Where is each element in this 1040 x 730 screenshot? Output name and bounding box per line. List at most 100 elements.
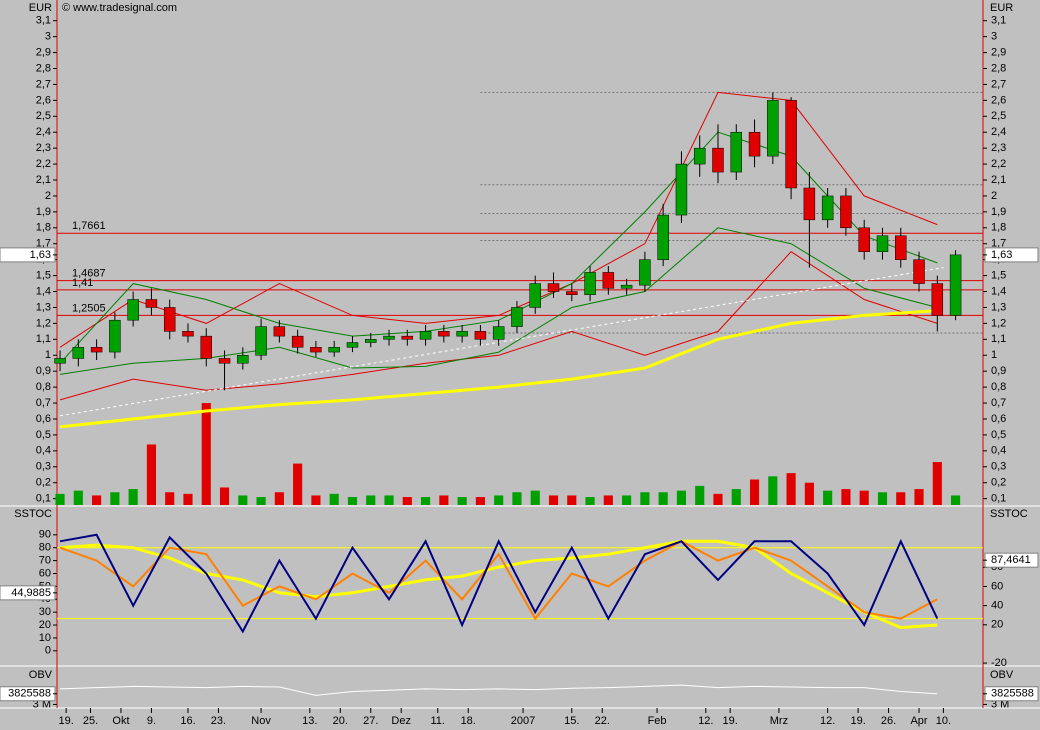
volume-bar (201, 403, 211, 505)
axis-label: EUR (990, 2, 1013, 14)
candle-body (620, 284, 633, 289)
volume-bar (603, 495, 613, 505)
y-tick-label: 0,5 (991, 429, 1006, 441)
y-tick-label: 80 (39, 542, 51, 554)
y-tick-label: 2,2 (991, 158, 1006, 170)
y-tick-label: 60 (39, 567, 51, 579)
volume-bar (823, 490, 833, 505)
volume-bar (293, 463, 303, 505)
y-tick-label: 1,9 (36, 206, 51, 218)
candle-body (876, 235, 889, 252)
x-tick-label: 19. (58, 715, 73, 727)
y-tick-label: 1,3 (991, 301, 1006, 313)
y-tick-label: 1,7 (36, 238, 51, 250)
volume-bar (384, 495, 394, 505)
volume-bar (877, 492, 888, 505)
y-tick-label: 0,8 (991, 381, 1006, 393)
y-tick-label: -20 (991, 657, 1007, 669)
y-tick-label: 3 M (33, 698, 51, 710)
panel-label: SSTOC (14, 508, 52, 520)
x-tick-label: 9. (147, 715, 156, 727)
volume-bar (640, 492, 650, 505)
y-tick-label: 0,2 (36, 477, 51, 489)
y-tick-label: 3 M (991, 698, 1009, 710)
level-label: 1,41 (72, 277, 93, 289)
x-tick-label: 11. (431, 715, 445, 727)
y-tick-label: 0,3 (991, 461, 1006, 473)
y-tick-label: 2,1 (36, 174, 51, 186)
x-tick-label: 19. (723, 715, 738, 727)
candle-body (346, 342, 359, 348)
candle-body (730, 131, 743, 173)
y-tick-label: 2,9 (36, 46, 51, 58)
y-tick-label: 1,1 (991, 333, 1006, 345)
y-tick-label: 1,8 (36, 222, 51, 234)
x-tick-label: Apr (910, 715, 927, 727)
candle-body (602, 272, 615, 289)
y-tick-label: 2,8 (991, 62, 1006, 74)
level-label: 1,4687 (72, 267, 106, 279)
y-tick-label: 70 (39, 555, 51, 567)
candle-body (639, 259, 651, 286)
y-tick-label: 2,3 (36, 142, 51, 154)
candle-body (383, 335, 395, 340)
candle-body (54, 358, 66, 364)
level-label: 1,2505 (72, 302, 106, 314)
y-tick-label: 1,7 (991, 238, 1006, 250)
volume-bar (128, 489, 138, 505)
candle-body (767, 100, 779, 157)
volume-bar (329, 493, 339, 505)
y-tick-label: 0,5 (36, 429, 51, 441)
y-tick-label: 10 (39, 632, 51, 644)
y-tick-label: 2,2 (36, 158, 51, 170)
y-tick-label: 0,3 (36, 461, 51, 473)
x-tick-label: 13. (302, 715, 317, 727)
candle-body (566, 291, 578, 295)
candle-body (273, 326, 286, 337)
candle-body (693, 147, 706, 165)
volume-bar (219, 487, 230, 505)
volume-bar (695, 485, 705, 505)
y-tick-label: 1 (45, 349, 51, 361)
y-tick-label: 1,4 (991, 285, 1006, 297)
volume-bar (859, 490, 869, 505)
y-tick-label: 1,5 (36, 270, 51, 282)
candle-body (328, 347, 340, 353)
y-tick-label: 40 (991, 600, 1003, 612)
volume-bar (55, 493, 65, 505)
volume-bar (110, 492, 120, 505)
y-tick-label: 0,7 (991, 397, 1006, 409)
value-marker: 1,63 (991, 249, 1012, 261)
y-tick-label: 2,9 (991, 46, 1006, 58)
y-tick-label: 1,9 (991, 206, 1006, 218)
y-tick-label: 20 (991, 619, 1003, 631)
y-tick-label: 1,2 (991, 317, 1006, 329)
candle-body (419, 331, 432, 340)
value-marker: 3825588 (8, 688, 51, 700)
x-tick-label: 25. (83, 715, 98, 727)
y-tick-label: 0,7 (36, 397, 51, 409)
candle-body (547, 283, 560, 292)
candle-body (365, 339, 377, 343)
volume-bar (274, 492, 284, 505)
volume-bar (183, 493, 193, 505)
volume-bar (475, 497, 485, 505)
candle-body (712, 147, 724, 173)
y-tick-label: 2,1 (991, 174, 1006, 186)
x-tick-label: 26. (881, 715, 896, 727)
volume-bar (658, 492, 668, 505)
candle-body (657, 214, 669, 260)
x-tick-label: 18. (461, 715, 476, 727)
volume-bar (622, 495, 632, 505)
y-tick-label: 2,8 (36, 62, 51, 74)
y-tick-label: 2,3 (991, 142, 1006, 154)
x-tick-label: 23. (211, 715, 226, 727)
candle-body (895, 235, 907, 260)
y-tick-label: 1,1 (36, 333, 51, 345)
volume-bar (366, 495, 376, 505)
volume-bar (238, 495, 248, 505)
overlay-line (59, 251, 938, 401)
y-tick-label: 2 (45, 190, 51, 202)
y-tick-label: 0 (45, 645, 51, 657)
y-tick-label: 2,4 (991, 126, 1006, 138)
